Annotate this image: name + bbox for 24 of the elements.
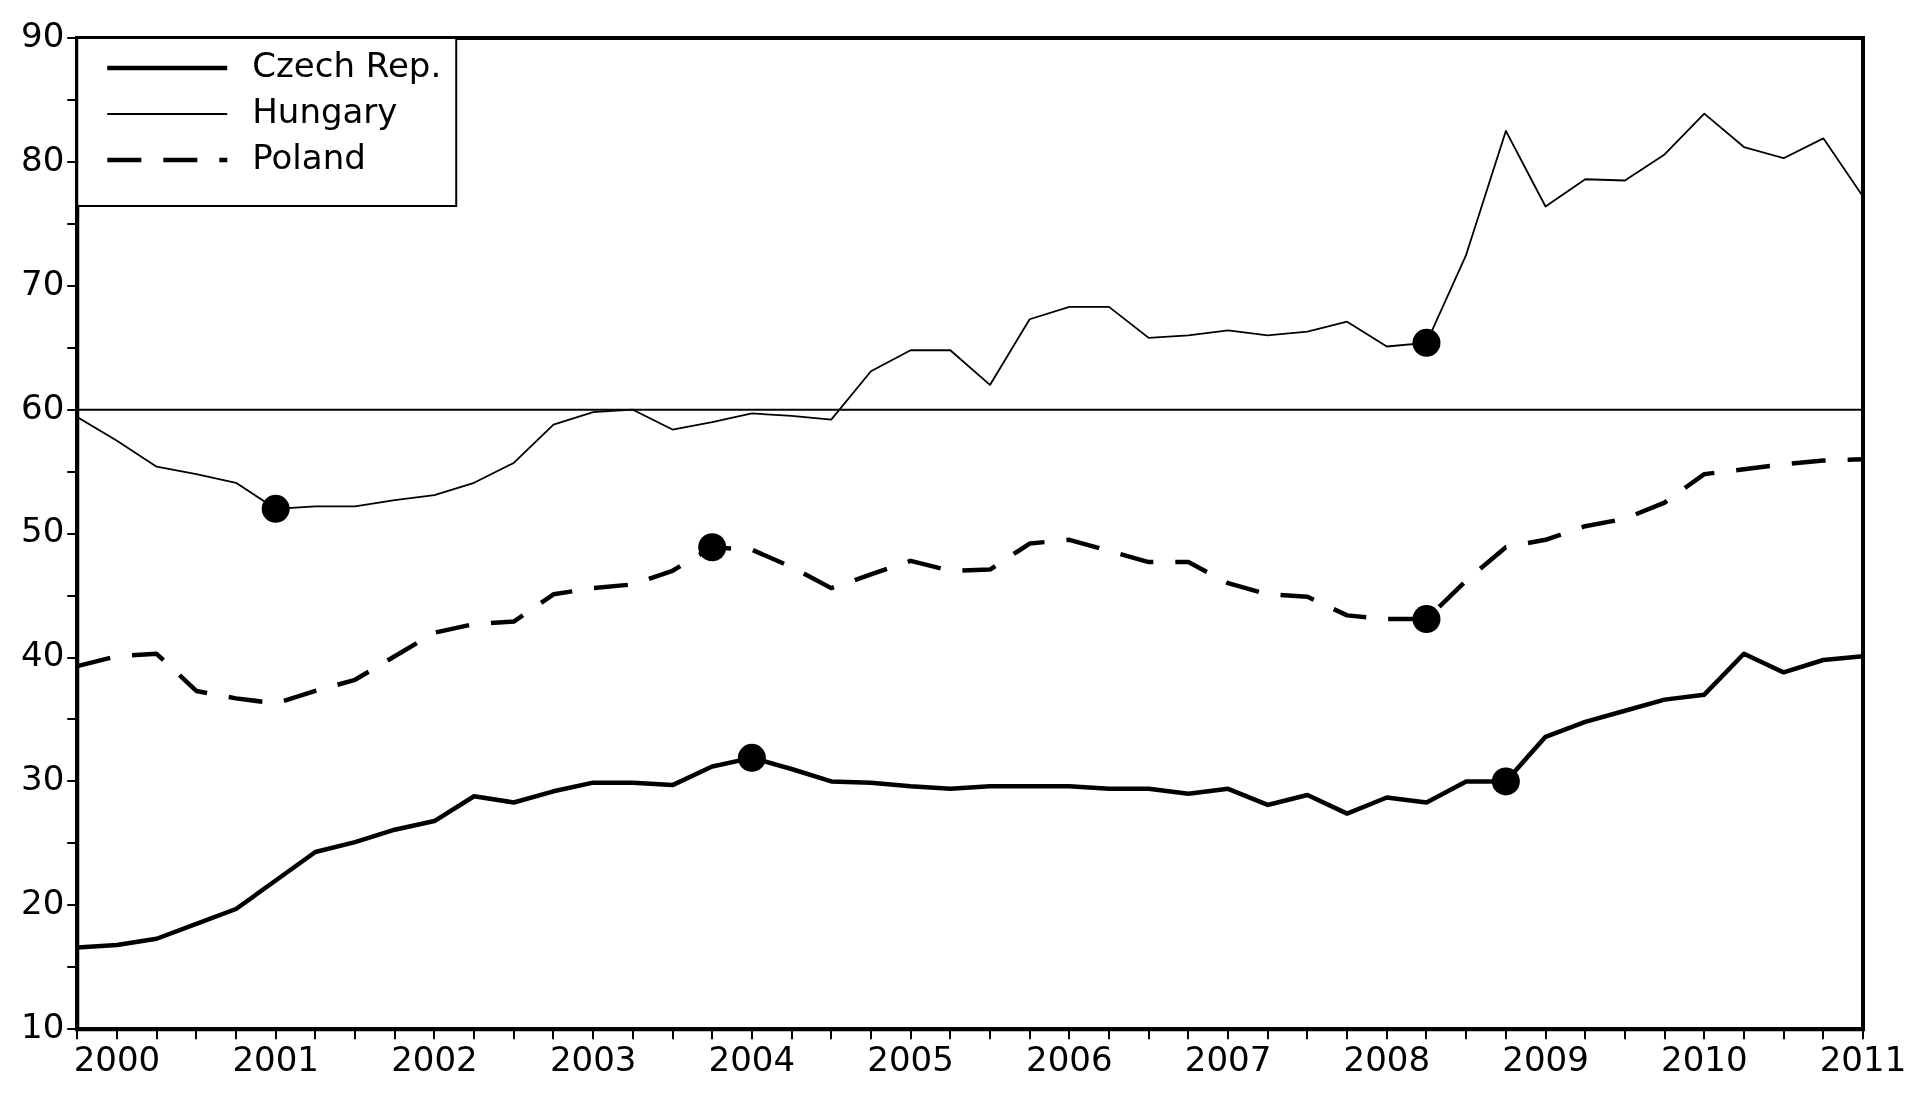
x-tick-label: 2010 <box>1661 1039 1748 1080</box>
y-tick-label: 30 <box>21 758 65 799</box>
legend-label: Czech Rep. <box>252 44 442 85</box>
x-tick-label: 2002 <box>391 1039 478 1080</box>
legend-label: Poland <box>252 136 366 177</box>
legend-label: Hungary <box>252 90 398 131</box>
x-tick-label: 2001 <box>232 1039 319 1080</box>
y-tick-label: 70 <box>21 262 65 303</box>
x-tick-label: 2005 <box>867 1039 954 1080</box>
y-tick-label: 90 <box>21 14 65 55</box>
x-tick-label: 2000 <box>73 1039 161 1080</box>
x-tick-label: 2009 <box>1502 1039 1589 1080</box>
x-tick-label: 2004 <box>708 1039 796 1080</box>
x-tick-label: 2006 <box>1026 1039 1113 1080</box>
x-tick-label: 2011 <box>1819 1039 1907 1080</box>
y-tick-label: 50 <box>21 510 65 551</box>
y-tick-label: 20 <box>21 882 65 923</box>
y-tick-label: 10 <box>21 1006 65 1047</box>
y-tick-label: 40 <box>21 634 65 675</box>
x-tick-label: 2008 <box>1343 1039 1431 1080</box>
y-tick-label: 80 <box>21 138 65 179</box>
y-tick-label: 60 <box>21 386 65 427</box>
x-tick-label: 2003 <box>549 1039 637 1080</box>
x-tick-label: 2007 <box>1184 1039 1272 1080</box>
